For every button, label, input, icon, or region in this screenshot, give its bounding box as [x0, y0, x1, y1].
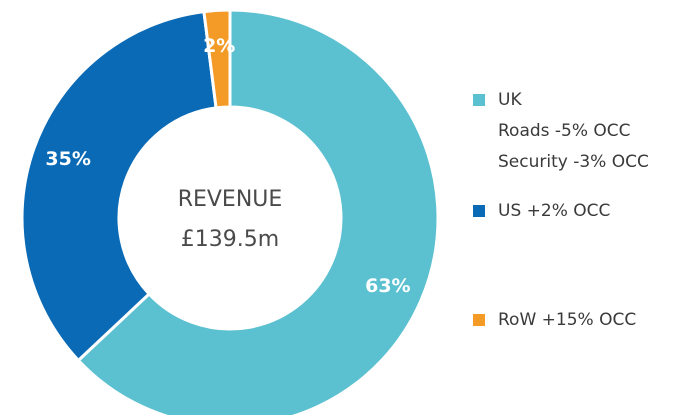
value-label: 63% — [365, 275, 410, 297]
slice — [76, 8, 440, 415]
legend-label: RoW +15% OCC — [498, 310, 636, 330]
legend-label: US +2% OCC — [498, 201, 610, 221]
legend-note: Roads -5% OCC — [498, 121, 631, 141]
legend-label: UK — [498, 90, 522, 110]
value-label: 35% — [45, 148, 90, 170]
value-label: 2% — [203, 35, 235, 57]
center-title: REVENUE — [178, 187, 283, 212]
legend-note: Security -3% OCC — [498, 152, 649, 172]
slice — [202, 8, 232, 110]
legend-swatch — [473, 94, 485, 106]
legend-swatch — [473, 205, 485, 217]
center-value: £139.5m — [181, 227, 279, 252]
legend-swatch — [473, 314, 485, 326]
slice — [20, 9, 218, 363]
